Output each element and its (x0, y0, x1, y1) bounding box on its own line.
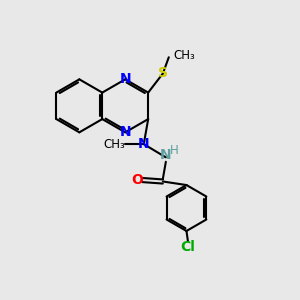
Text: H: H (170, 144, 178, 158)
Text: N: N (119, 125, 131, 139)
Text: CH₃: CH₃ (103, 138, 125, 151)
Text: Cl: Cl (181, 240, 195, 254)
Text: N: N (119, 72, 131, 86)
Text: N: N (138, 137, 150, 151)
Text: CH₃: CH₃ (173, 49, 195, 62)
Text: S: S (158, 66, 168, 80)
Text: O: O (131, 173, 143, 187)
Text: N: N (160, 148, 172, 162)
